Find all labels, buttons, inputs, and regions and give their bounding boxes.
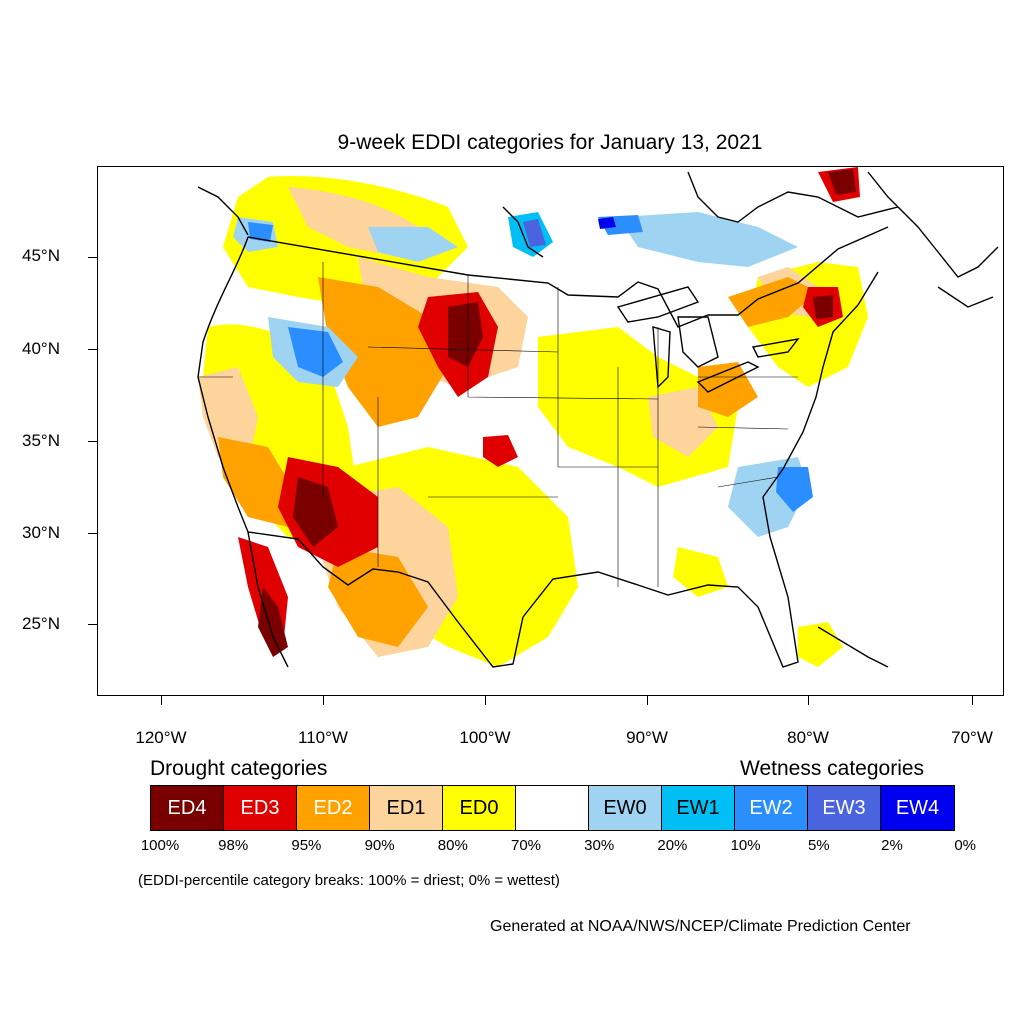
- y-tick-mark: [88, 624, 97, 625]
- drought-categories-label: Drought categories: [150, 757, 328, 780]
- legend-cell: ED4: [151, 786, 224, 830]
- credit-line: Generated at NOAA/NWS/NCEP/Climate Predi…: [490, 918, 911, 935]
- boundaries: [197, 226, 889, 668]
- x-tick-mark: [323, 696, 324, 705]
- x-tick-label: 70°W: [951, 728, 993, 747]
- wetness-categories-label: Wetness categories: [740, 757, 925, 780]
- percent-break-label: 30%: [584, 837, 615, 854]
- percent-break-label: 95%: [291, 837, 322, 854]
- percent-break-label: 70%: [510, 837, 542, 854]
- ed2-regions: [218, 277, 818, 647]
- percent-break-label: 100%: [140, 837, 180, 854]
- x-tick-label: 80°W: [787, 728, 829, 747]
- y-tick-mark: [88, 349, 97, 350]
- x-tick-label: 100°W: [459, 728, 511, 747]
- y-tick-mark: [88, 533, 97, 534]
- legend-cell: EW0: [589, 786, 662, 830]
- x-tick-mark: [972, 696, 973, 705]
- x-tick-mark: [485, 696, 486, 705]
- y-tick-label: 35°N: [22, 431, 60, 450]
- y-tick-label: 25°N: [22, 614, 60, 633]
- legend-cell: ED3: [224, 786, 297, 830]
- y-tick-label: 40°N: [22, 339, 60, 358]
- percent-break-label: 5%: [807, 837, 830, 854]
- map-title: 9-week EDDI categories for January 13, 2…: [337, 131, 763, 154]
- map-frame: [97, 166, 1004, 696]
- y-tick-mark: [88, 257, 97, 258]
- ew2-regions: [248, 215, 813, 512]
- ed4-regions: [258, 169, 856, 657]
- ew3-ew4-regions: [523, 217, 616, 247]
- legend-cell: EW3: [808, 786, 881, 830]
- x-tick-label: 110°W: [298, 728, 348, 747]
- percent-break-label: 20%: [657, 837, 688, 854]
- legend-cell: EW4: [881, 786, 954, 830]
- breaks-note: (EDDI-percentile category breaks: 100% =…: [138, 872, 560, 889]
- legend-cell: [516, 786, 589, 830]
- percent-break-label: 10%: [730, 837, 761, 854]
- percent-break-label: 2%: [881, 837, 903, 854]
- x-tick-mark: [647, 696, 648, 705]
- legend-cell: EW1: [662, 786, 735, 830]
- y-tick-mark: [88, 441, 97, 442]
- percent-break-label: 98%: [218, 837, 249, 854]
- x-tick-label: 120°W: [135, 728, 187, 747]
- percent-break-label: 90%: [364, 837, 395, 854]
- category-legend: ED4 ED3 ED2 ED1 ED0 EW0 EW1 EW2 EW3 EW4: [150, 785, 955, 831]
- eddi-map: [197, 167, 999, 695]
- legend-cell: EW2: [735, 786, 808, 830]
- canadian-coast: [197, 171, 999, 668]
- y-tick-label: 45°N: [22, 246, 60, 265]
- x-tick-label: 90°W: [626, 728, 668, 747]
- legend-cell: ED1: [370, 786, 443, 830]
- great-lakes: [616, 286, 800, 393]
- y-tick-label: 30°N: [22, 523, 60, 542]
- legend-cell: ED2: [297, 786, 370, 830]
- x-tick-mark: [161, 696, 162, 705]
- percent-break-label: 80%: [437, 837, 468, 854]
- percent-break-label: 0%: [954, 837, 977, 854]
- legend-cell: ED0: [443, 786, 516, 830]
- x-tick-mark: [808, 696, 809, 705]
